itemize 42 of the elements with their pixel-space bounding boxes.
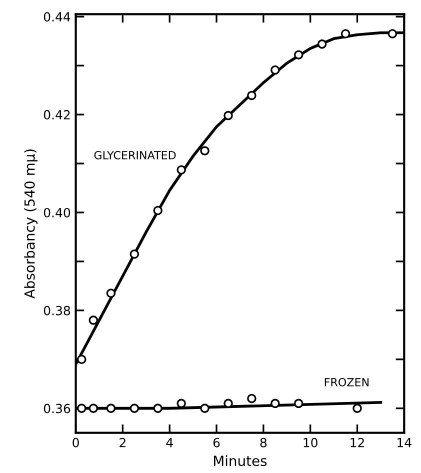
point bbox=[270, 65, 280, 75]
x-tick-label: 4 bbox=[166, 438, 173, 448]
point bbox=[270, 398, 280, 408]
x-tick-label: 8 bbox=[260, 438, 267, 448]
series-label: FROZEN bbox=[324, 378, 368, 386]
y-tick-label: 0.40 bbox=[44, 208, 70, 218]
point bbox=[106, 404, 116, 413]
x-tick-label: 2 bbox=[120, 438, 126, 448]
point bbox=[153, 206, 163, 216]
point bbox=[247, 90, 256, 100]
point bbox=[317, 39, 327, 49]
y-axis-title: Absorbancy (540 mμ) bbox=[24, 150, 38, 299]
x-axis-title: Minutes bbox=[214, 455, 267, 466]
point bbox=[224, 110, 233, 120]
x-tick-label: 0 bbox=[72, 438, 79, 448]
x-tick-label: 14 bbox=[398, 438, 412, 448]
point bbox=[106, 288, 116, 298]
x-tick-label: 12 bbox=[350, 438, 364, 448]
point bbox=[130, 249, 140, 259]
y-tick-label: 0.36 bbox=[44, 404, 70, 414]
point bbox=[200, 404, 210, 413]
point bbox=[294, 398, 304, 408]
y-tick-label: 0.44 bbox=[44, 12, 70, 22]
x-tick-label: 6 bbox=[213, 438, 220, 448]
x-tick-label: 10 bbox=[304, 438, 318, 448]
point bbox=[340, 29, 350, 38]
point bbox=[130, 404, 140, 413]
y-tick-label: 0.42 bbox=[44, 110, 70, 120]
point bbox=[352, 404, 362, 413]
point bbox=[176, 398, 186, 408]
point bbox=[153, 404, 163, 413]
point bbox=[294, 50, 304, 60]
point bbox=[77, 354, 86, 364]
series-label: GLYCERINATED bbox=[94, 150, 176, 160]
y-tick-label: 0.38 bbox=[44, 306, 70, 316]
point bbox=[88, 404, 98, 413]
point bbox=[247, 394, 256, 404]
point bbox=[176, 165, 186, 175]
point bbox=[77, 404, 86, 413]
point bbox=[388, 29, 398, 38]
point bbox=[200, 146, 210, 156]
point bbox=[88, 316, 98, 325]
